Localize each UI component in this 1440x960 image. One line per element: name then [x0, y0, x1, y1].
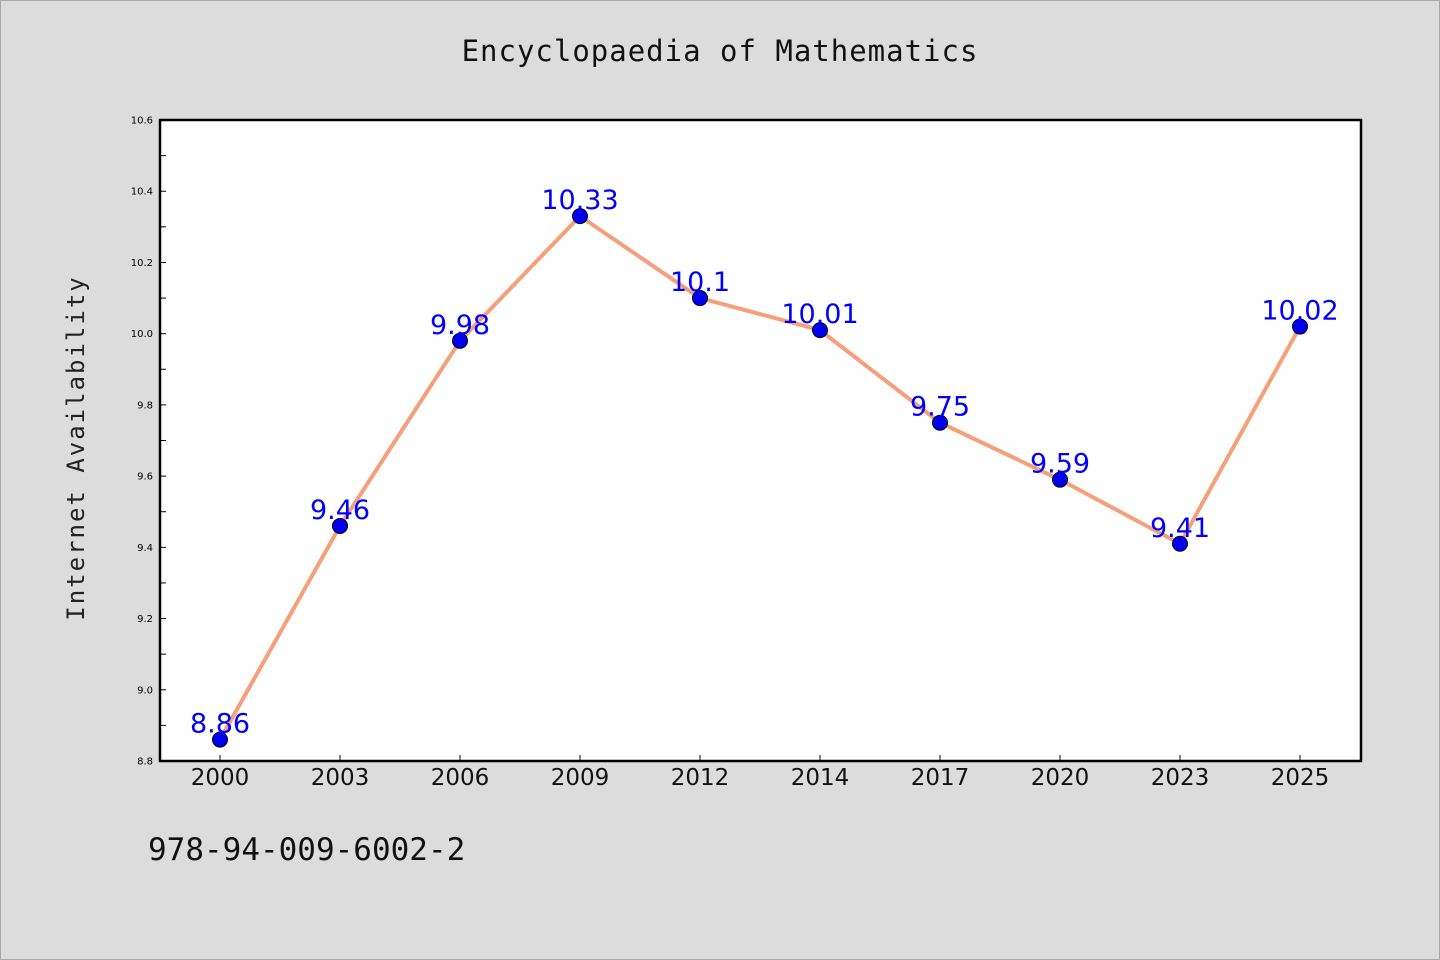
- data-label: 10.1: [670, 267, 730, 298]
- data-point-marker: [1052, 471, 1068, 488]
- x-tick-label: 2014: [791, 765, 850, 791]
- isbn-note: 978-94-009-6002-2: [148, 832, 466, 868]
- y-tick-label: 10.2: [131, 258, 153, 269]
- data-label: 8.86: [190, 709, 250, 740]
- data-point-marker: [1292, 318, 1308, 335]
- data-point-marker: [212, 731, 228, 748]
- y-tick-label: 10.0: [131, 329, 153, 340]
- x-tick-label: 2020: [1031, 765, 1090, 791]
- data-point-marker: [572, 208, 588, 225]
- series-line: [218, 214, 1302, 742]
- plot-frame: [158, 118, 1363, 763]
- data-label: 9.98: [430, 310, 490, 341]
- y-tick-label: 8.8: [137, 757, 153, 768]
- x-tick-label: 2009: [551, 765, 610, 791]
- x-tick-label: 2006: [431, 765, 490, 791]
- y-tick-label: 10.6: [131, 116, 153, 127]
- y-tick-label: 9.6: [137, 472, 153, 483]
- data-point-marker: [692, 290, 708, 307]
- plot-area: [160, 120, 1361, 761]
- data-label: 9.75: [910, 392, 970, 423]
- x-tick-label: 2012: [671, 765, 730, 791]
- x-tick-label: 2017: [911, 765, 970, 791]
- data-label: 9.41: [1150, 513, 1210, 544]
- data-point-marker: [812, 322, 828, 339]
- data-label: 10.02: [1261, 296, 1338, 327]
- x-tick-label: 2003: [311, 765, 370, 791]
- data-point-marker: [452, 332, 468, 349]
- data-point-marker: [332, 517, 348, 534]
- data-label: 9.46: [310, 495, 370, 526]
- x-tick-label: 2000: [191, 765, 250, 791]
- x-tick-label: 2025: [1271, 765, 1330, 791]
- data-point-marker: [1172, 535, 1188, 552]
- data-label: 10.01: [781, 299, 858, 330]
- data-point-marker: [932, 414, 948, 431]
- y-tick-label: 9.2: [137, 614, 153, 625]
- y-tick-label: 10.4: [131, 187, 153, 198]
- x-tick-label: 2023: [1151, 765, 1210, 791]
- y-tick-label: 9.8: [137, 400, 153, 411]
- y-tick-label: 9.4: [137, 543, 153, 554]
- chart-title: Encyclopaedia of Mathematics: [461, 34, 979, 68]
- data-label: 9.59: [1030, 449, 1090, 480]
- y-tick-label: 9.0: [137, 685, 153, 696]
- data-label: 10.33: [541, 185, 618, 216]
